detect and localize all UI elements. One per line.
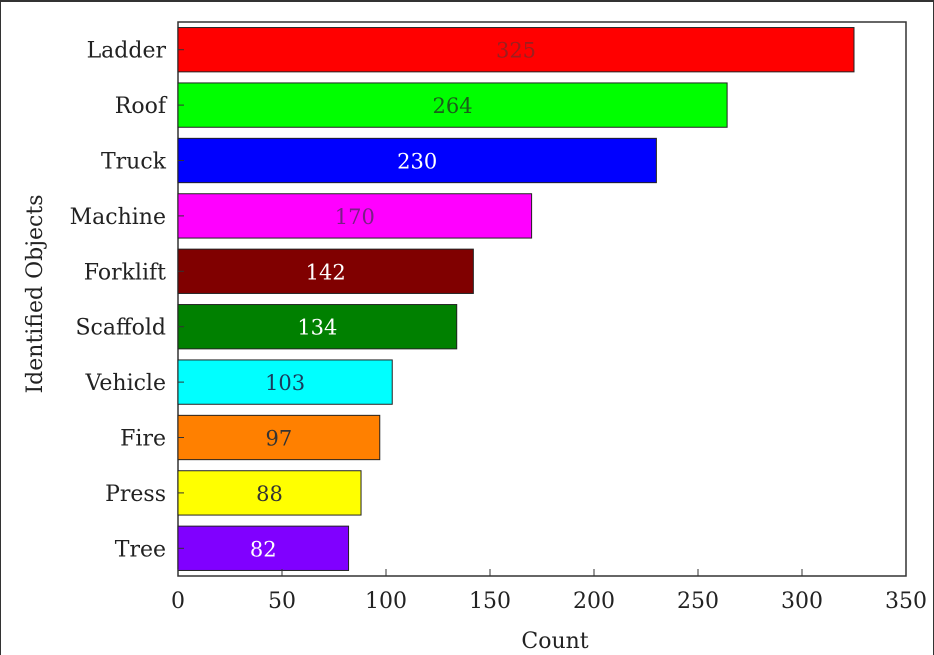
category-labels-group: Ladder Roof Truck Machine Forklift Scaffold Ve…	[70, 39, 184, 562]
category-label-roof: Roof	[115, 94, 168, 119]
category-label-truck: Truck	[101, 150, 167, 175]
x-tick-label: 250	[677, 589, 719, 614]
x-tick-label: 100	[365, 589, 407, 614]
category-label-machine: Machine	[70, 205, 166, 230]
bar-scaffold	[177, 304, 458, 350]
x-tick-label: 0	[171, 589, 185, 614]
bar-vehicle	[177, 359, 393, 405]
x-tick-label: 50	[268, 589, 296, 614]
bar-press	[177, 470, 362, 516]
bars-group: 325 264 230 170 142 134 103 97 88 82	[177, 27, 855, 571]
value-label-ladder: 325	[496, 39, 536, 63]
category-label-forklift: Forklift	[84, 260, 166, 285]
value-label-scaffold: 134	[297, 316, 337, 340]
category-label-fire: Fire	[120, 427, 166, 452]
x-tick-label: 200	[573, 589, 615, 614]
value-label-truck: 230	[397, 150, 437, 174]
value-label-roof: 264	[433, 94, 473, 118]
value-label-fire: 97	[266, 427, 293, 451]
x-ticks-group: 0 50 100 150 200 250 300 350	[171, 569, 927, 614]
value-label-tree: 82	[250, 537, 277, 561]
category-label-press: Press	[105, 482, 166, 507]
y-axis-title: Identified Objects	[23, 194, 48, 393]
value-label-machine: 170	[335, 205, 375, 229]
category-label-ladder: Ladder	[87, 39, 167, 64]
value-label-press: 88	[256, 482, 283, 506]
bar-roof	[177, 82, 728, 128]
category-label-scaffold: Scaffold	[75, 316, 166, 341]
x-tick-label: 150	[469, 589, 511, 614]
category-label-vehicle: Vehicle	[85, 371, 166, 396]
category-label-tree: Tree	[115, 537, 166, 562]
x-tick-label: 350	[885, 589, 927, 614]
value-label-forklift: 142	[306, 260, 346, 284]
value-label-vehicle: 103	[265, 371, 305, 395]
x-axis-title: Count	[521, 629, 588, 654]
bar-fire	[177, 414, 381, 461]
bar-ladder	[177, 27, 855, 73]
x-tick-label: 300	[781, 589, 823, 614]
